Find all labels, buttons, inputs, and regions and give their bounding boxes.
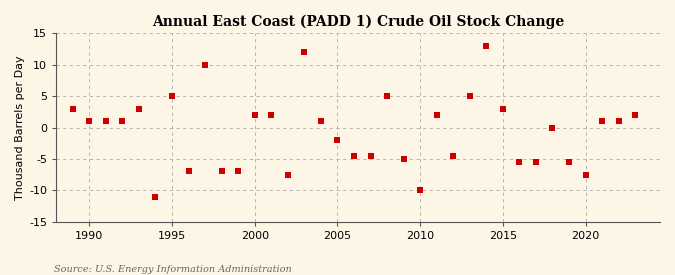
Point [332, 138, 343, 142]
Point [630, 113, 641, 117]
Point [381, 94, 392, 98]
Point [249, 113, 260, 117]
Point [514, 160, 524, 164]
Point [547, 125, 558, 130]
Point [200, 62, 211, 67]
Point [117, 119, 128, 123]
Point [167, 94, 178, 98]
Point [348, 153, 359, 158]
Point [216, 169, 227, 174]
Point [564, 160, 574, 164]
Point [233, 169, 244, 174]
Point [497, 106, 508, 111]
Point [183, 169, 194, 174]
Point [266, 113, 277, 117]
Point [101, 119, 111, 123]
Point [614, 119, 624, 123]
Text: Source: U.S. Energy Information Administration: Source: U.S. Energy Information Administ… [54, 265, 292, 274]
Point [414, 188, 425, 192]
Point [365, 153, 376, 158]
Point [481, 44, 491, 48]
Title: Annual East Coast (PADD 1) Crude Oil Stock Change: Annual East Coast (PADD 1) Crude Oil Sto… [152, 15, 564, 29]
Point [448, 153, 458, 158]
Point [134, 106, 144, 111]
Point [398, 157, 409, 161]
Point [315, 119, 326, 123]
Point [150, 194, 161, 199]
Point [580, 172, 591, 177]
Point [299, 50, 310, 54]
Point [597, 119, 608, 123]
Point [282, 172, 293, 177]
Point [464, 94, 475, 98]
Point [531, 160, 541, 164]
Y-axis label: Thousand Barrels per Day: Thousand Barrels per Day [15, 55, 25, 200]
Point [84, 119, 95, 123]
Point [68, 106, 78, 111]
Point [431, 113, 442, 117]
